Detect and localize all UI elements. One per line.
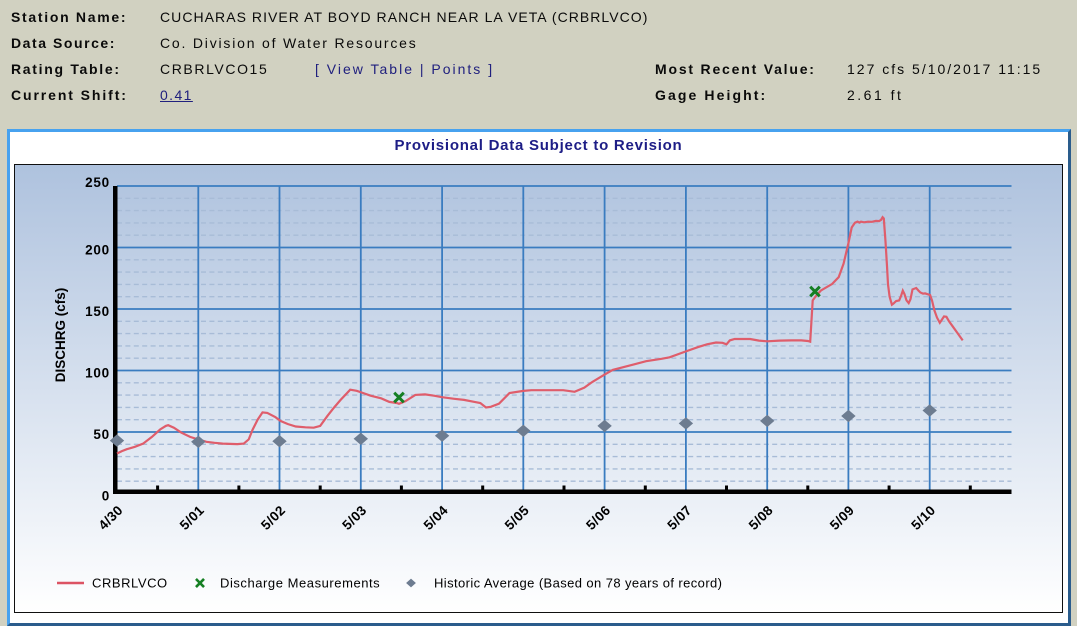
svg-text:250: 250 [85,175,110,190]
svg-text:DISCHRG (cfs): DISCHRG (cfs) [53,288,68,383]
svg-text:100: 100 [85,366,110,381]
svg-text:0: 0 [102,489,110,504]
svg-text:50: 50 [93,427,110,442]
svg-text:CRBRLVCO: CRBRLVCO [92,576,168,591]
svg-text:150: 150 [85,304,110,319]
svg-text:200: 200 [85,243,110,258]
svg-text:Historic Average (Based on 78: Historic Average (Based on 78 years of r… [434,576,722,591]
svg-text:Discharge Measurements: Discharge Measurements [220,576,380,591]
